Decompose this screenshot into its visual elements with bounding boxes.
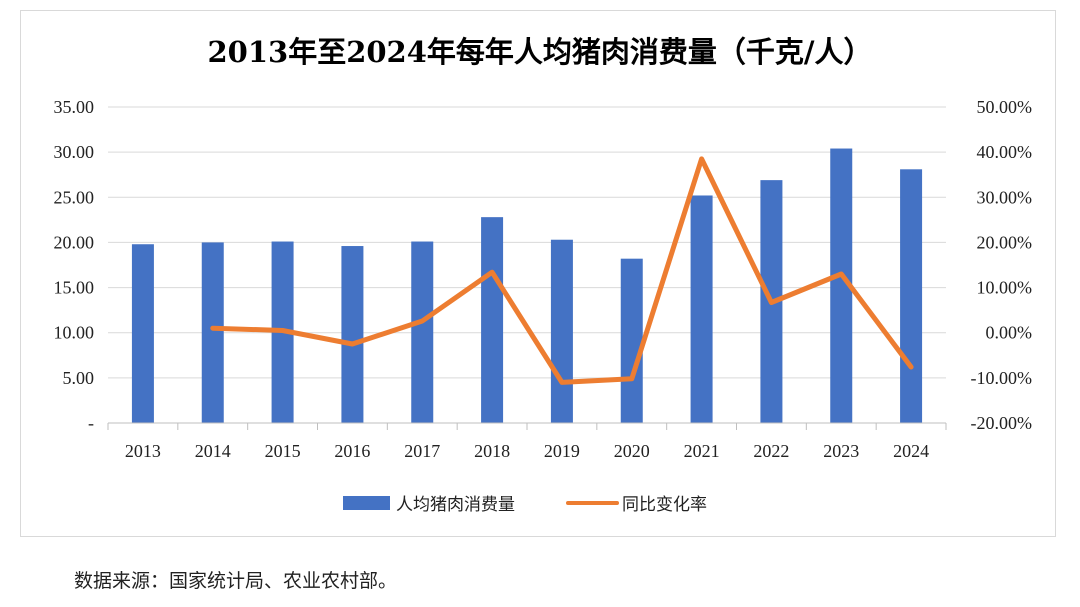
left-tick-label: 10.00 (54, 323, 95, 343)
bar-2014 (201, 242, 224, 423)
point-2019 (560, 380, 564, 384)
point-2022 (769, 300, 773, 304)
x-tick-label: 2014 (195, 441, 231, 461)
x-tick-label: 2022 (753, 441, 789, 461)
legend-label-line: 同比变化率 (622, 495, 707, 515)
bar-2016 (341, 246, 364, 423)
source-note: 数据来源：国家统计局、农业农村部。 (74, 570, 398, 592)
bar-2023 (830, 148, 853, 423)
point-2014 (211, 326, 215, 330)
left-tick-label: - (88, 413, 94, 433)
chart-frame (20, 10, 1056, 537)
left-tick-label: 25.00 (54, 187, 95, 207)
right-tick-label: -10.00% (971, 368, 1033, 388)
x-tick-label: 2024 (893, 441, 929, 461)
right-tick-label: 10.00% (977, 278, 1033, 298)
point-2018 (490, 270, 494, 274)
x-axis: 2013 2014 2015 2016 2017 2018 2019 2020 2021 2022… (107, 422, 947, 461)
right-tick-label: 50.00% (977, 97, 1033, 117)
bar-2017 (411, 241, 434, 423)
gridlines (108, 106, 946, 379)
point-2016 (350, 342, 354, 346)
point-2024 (909, 365, 913, 369)
left-axis: - 5.00 10.00 15.00 20.00 25.00 30.00 35.00 (54, 97, 95, 433)
bar-2020 (620, 258, 643, 423)
chart: 2013年至2024年每年人均猪肉消费量（千克/人） - 5.00 10.00 15.… (54, 35, 1033, 515)
left-tick-label: 35.00 (54, 97, 95, 117)
bar-2013 (131, 244, 154, 423)
right-tick-label: 40.00% (977, 142, 1033, 162)
left-tick-label: 15.00 (54, 278, 95, 298)
point-2017 (420, 319, 424, 323)
line-series (210, 156, 914, 385)
right-tick-label: -20.00% (971, 413, 1033, 433)
point-2021 (700, 157, 704, 161)
legend-swatch-bar (343, 496, 390, 510)
x-tick-label: 2013 (125, 441, 161, 461)
bar-2018 (481, 217, 504, 423)
bar-series (131, 148, 923, 423)
right-tick-label: 30.00% (977, 187, 1033, 207)
left-tick-label: 20.00 (54, 232, 95, 252)
x-tick-label: 2020 (614, 441, 650, 461)
x-tick-label: 2016 (334, 441, 370, 461)
point-2023 (839, 272, 843, 276)
left-tick-label: 30.00 (54, 142, 95, 162)
legend: 人均猪肉消费量 同比变化率 (343, 495, 707, 515)
x-tick-label: 2023 (823, 441, 859, 461)
bar-2024 (900, 169, 923, 423)
x-tick-label: 2019 (544, 441, 580, 461)
point-2020 (630, 377, 634, 381)
x-tick-label: 2018 (474, 441, 510, 461)
right-axis: -20.00% -10.00% 0.00% 10.00% 20.00% 30.00% 40.… (971, 97, 1033, 433)
x-tick-label: 2015 (265, 441, 301, 461)
right-tick-label: 0.00% (986, 323, 1033, 343)
left-tick-label: 5.00 (63, 368, 95, 388)
legend-label-bar: 人均猪肉消费量 (396, 495, 515, 515)
x-tick-label: 2021 (684, 441, 720, 461)
chart-title: 2013年至2024年每年人均猪肉消费量（千克/人） (207, 35, 872, 69)
bar-2021 (690, 195, 713, 423)
right-tick-label: 20.00% (977, 232, 1033, 252)
bar-2019 (550, 239, 573, 423)
point-2015 (281, 328, 285, 332)
x-tick-label: 2017 (404, 441, 440, 461)
